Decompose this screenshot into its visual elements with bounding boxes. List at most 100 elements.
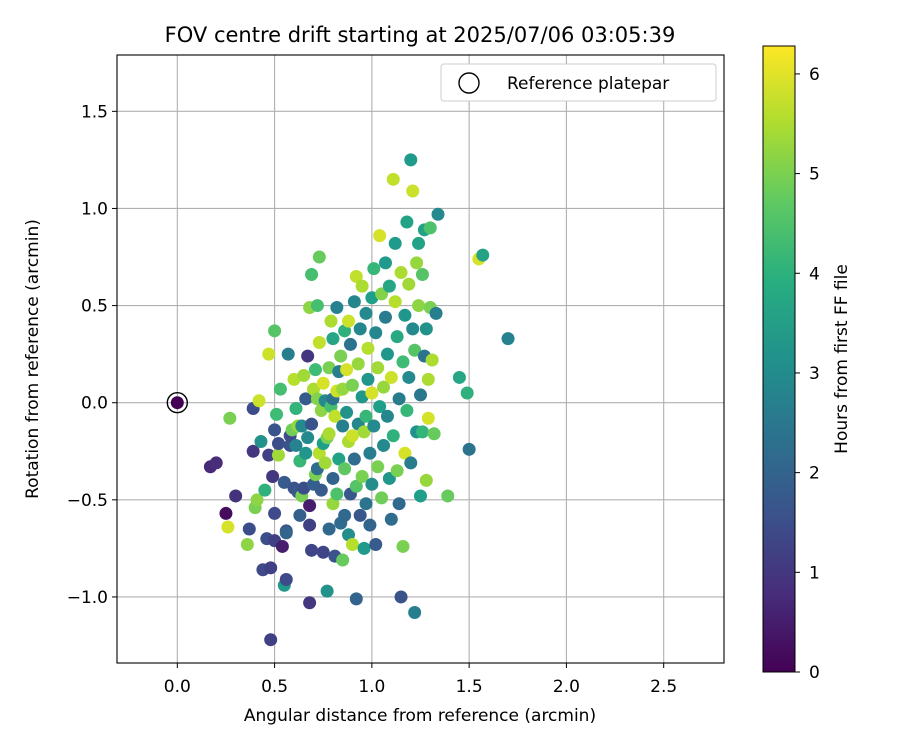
colorbar-tick-label: 6 (809, 65, 820, 85)
data-point (303, 499, 317, 513)
legend: Reference platepar (440, 63, 717, 102)
data-point (322, 427, 336, 441)
data-point (371, 460, 385, 474)
data-point (421, 372, 435, 386)
reference-point-ring (166, 392, 189, 414)
y-tick-label: 0.5 (81, 297, 108, 317)
data-point (359, 409, 373, 423)
data-point (347, 452, 361, 466)
data-point (326, 332, 340, 346)
data-point (460, 386, 474, 400)
data-point (396, 539, 410, 553)
data-point (359, 497, 373, 511)
data-point (382, 279, 396, 293)
y-tick-label: 1.5 (81, 102, 108, 122)
data-point (343, 337, 357, 351)
data-point (408, 343, 422, 357)
data-point (373, 229, 387, 243)
data-point (281, 347, 295, 361)
y-tick-label: −0.5 (67, 491, 108, 511)
data-point (330, 487, 344, 501)
data-point (367, 262, 381, 276)
data-point (476, 248, 490, 262)
data-point (336, 419, 350, 433)
data-point (400, 403, 414, 417)
data-point (301, 431, 315, 445)
data-point (421, 411, 435, 425)
data-point (400, 215, 414, 229)
data-point (270, 407, 284, 421)
data-point (431, 207, 445, 221)
data-point (275, 539, 289, 553)
data-point (353, 322, 367, 336)
data-point (402, 370, 416, 384)
data-point (297, 369, 311, 383)
x-tick-label: 0.0 (164, 677, 191, 697)
data-point (322, 522, 336, 536)
data-point (312, 250, 326, 264)
colorbar-label: Hours from first FF file (832, 264, 852, 454)
data-point (240, 538, 254, 552)
data-point (369, 326, 383, 340)
data-point (394, 590, 408, 604)
y-tick-label: 1.0 (81, 199, 108, 219)
data-point (336, 553, 350, 567)
data-point (351, 357, 365, 371)
data-point (345, 429, 359, 443)
data-point (266, 470, 280, 484)
data-point (252, 394, 266, 408)
data-point (301, 349, 315, 363)
colorbar: 0 1 2 3 4 5 6 Hours from first FF file (762, 45, 852, 683)
data-point (415, 425, 429, 439)
data-point (295, 419, 309, 433)
data-point (369, 538, 383, 552)
data-point (246, 444, 260, 458)
data-point (264, 633, 278, 647)
data-point (330, 301, 344, 315)
data-point (386, 429, 400, 443)
data-point (305, 543, 319, 557)
data-point (345, 538, 359, 552)
data-point (297, 481, 311, 495)
data-point (268, 324, 282, 338)
data-point (380, 347, 394, 361)
data-point (334, 349, 348, 363)
data-point (404, 153, 418, 167)
data-point (377, 380, 391, 394)
data-point (268, 506, 282, 520)
data-point (386, 172, 400, 186)
data-point (264, 561, 278, 575)
data-point (328, 409, 342, 423)
data-point (299, 446, 313, 460)
data-point (277, 475, 291, 489)
y-axis-label: Rotation from reference (arcmin) (23, 219, 43, 499)
data-point (377, 438, 391, 452)
data-point (345, 378, 359, 392)
data-point (398, 446, 412, 460)
x-tick-label: 2.5 (650, 677, 677, 697)
data-point (268, 423, 282, 437)
data-point (429, 306, 443, 320)
data-point (419, 322, 433, 336)
data-point (338, 462, 352, 476)
legend-box (440, 63, 717, 102)
legend-entry-reference-platepar: Reference platepar (507, 74, 669, 94)
data-point (355, 470, 369, 484)
data-point (365, 477, 379, 491)
x-tick-label: 0.5 (261, 677, 288, 697)
x-tick-label: 2.0 (553, 677, 580, 697)
data-point (316, 376, 330, 390)
data-point (408, 605, 422, 619)
data-point (402, 277, 416, 291)
data-point (406, 322, 420, 336)
y-tick-label: −1.0 (67, 588, 108, 608)
data-point (378, 256, 392, 270)
data-point (262, 347, 276, 361)
data-point (250, 493, 264, 507)
data-point (365, 291, 379, 305)
data-point (441, 489, 455, 503)
colorbar-tick-label: 2 (809, 464, 820, 484)
data-point (388, 236, 402, 250)
data-point (361, 341, 375, 355)
